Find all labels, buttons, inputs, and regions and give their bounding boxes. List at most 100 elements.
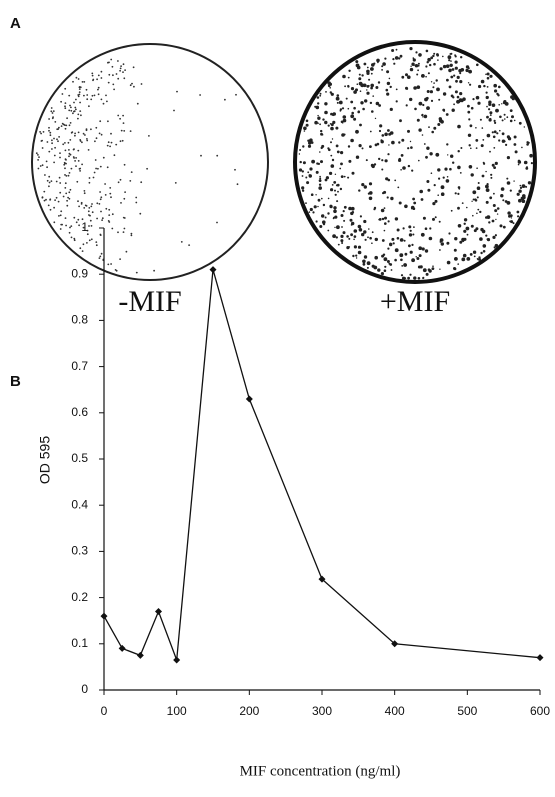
stipple (348, 160, 351, 163)
stipple (384, 269, 387, 272)
stipple (449, 53, 451, 55)
stipple (472, 190, 476, 194)
stipple (339, 101, 343, 105)
stipple (375, 238, 378, 241)
stipple (417, 119, 420, 122)
stipple (337, 151, 340, 154)
stipple (401, 76, 404, 79)
stipple (48, 151, 50, 153)
stipple (71, 168, 73, 170)
stipple (457, 263, 459, 265)
stipple (79, 91, 81, 93)
stipple (397, 229, 400, 232)
stipple (62, 143, 64, 145)
stipple (344, 206, 347, 209)
stipple (95, 159, 97, 161)
stipple (321, 145, 324, 148)
stipple (367, 236, 369, 238)
stipple (108, 221, 110, 223)
stipple (57, 140, 59, 142)
stipple (47, 141, 49, 143)
stipple (489, 196, 492, 199)
stipple (496, 132, 498, 134)
stipple (404, 277, 406, 279)
stipple (371, 63, 375, 67)
stipple (433, 53, 435, 55)
stipple (353, 107, 356, 110)
stipple (135, 197, 137, 199)
stipple (478, 182, 480, 184)
stipple (452, 162, 454, 164)
stipple (54, 199, 56, 201)
stipple (410, 68, 413, 71)
stipple (485, 171, 486, 172)
stipple (173, 110, 175, 112)
stipple (390, 86, 392, 88)
stipple (465, 69, 468, 72)
stipple (101, 253, 103, 255)
stipple (468, 118, 470, 120)
stipple (476, 167, 478, 169)
stipple (342, 75, 346, 79)
stipple (442, 56, 444, 58)
stipple (482, 175, 485, 178)
stipple (65, 125, 67, 127)
stipple (69, 172, 71, 174)
stipple (495, 234, 497, 236)
stipple (119, 258, 121, 260)
stipple (371, 110, 374, 113)
stipple (514, 143, 517, 146)
stipple (500, 224, 503, 227)
stipple (426, 50, 429, 53)
stipple (58, 201, 60, 203)
stipple (61, 125, 63, 127)
stipple (399, 202, 402, 205)
stipple (361, 183, 364, 186)
stipple (451, 95, 454, 98)
stipple (486, 96, 488, 98)
stipple (141, 83, 143, 85)
stipple (86, 140, 88, 142)
stipple (432, 267, 435, 270)
stipple (492, 103, 496, 107)
stipple (531, 162, 533, 164)
stipple (59, 152, 61, 154)
stipple (507, 181, 511, 185)
stipple (320, 93, 322, 95)
stipple (390, 197, 393, 200)
stipple (377, 268, 380, 271)
stipple (453, 75, 455, 77)
stipple (328, 149, 331, 152)
stipple (489, 111, 492, 114)
stipple (473, 251, 476, 254)
stipple (378, 81, 380, 83)
stipple (120, 202, 122, 204)
stipple (463, 230, 466, 233)
stipple (487, 77, 490, 80)
stipple (413, 202, 416, 205)
stipple (70, 225, 72, 227)
stipple (481, 144, 484, 147)
stipple (405, 253, 408, 256)
stipple (510, 109, 513, 112)
stipple (76, 77, 78, 79)
stipple (409, 47, 412, 50)
stipple (366, 70, 370, 74)
stipple (176, 91, 178, 93)
stipple (59, 157, 61, 159)
stipple (359, 228, 363, 232)
stipple (382, 134, 385, 137)
stipple (112, 84, 114, 86)
stipple (79, 139, 81, 141)
stipple (499, 130, 501, 132)
stipple (354, 245, 357, 248)
stipple (60, 214, 62, 216)
stipple (407, 130, 410, 133)
stipple (88, 207, 90, 209)
stipple (122, 140, 124, 142)
stipple (117, 115, 119, 117)
stipple (431, 172, 433, 174)
stipple (391, 141, 395, 145)
stipple (188, 244, 190, 246)
stipple (369, 191, 373, 195)
